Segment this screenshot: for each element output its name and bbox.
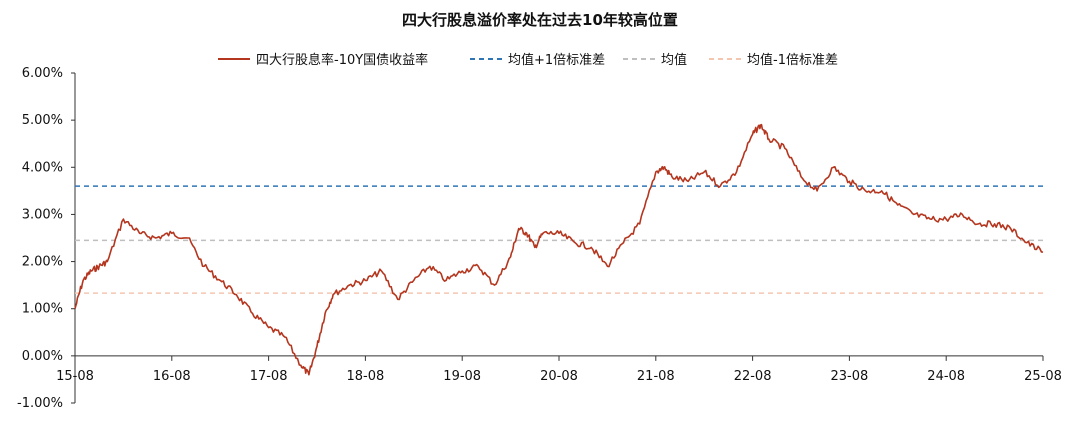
x-tick-label: 17-08	[250, 369, 288, 384]
legend-item: 均值	[623, 52, 687, 68]
y-tick-label: 6.00%	[22, 66, 63, 81]
legend-label: 均值-1倍标准差	[747, 52, 838, 68]
y-tick-label: 1.00%	[22, 302, 63, 317]
x-tick-label: 22-08	[734, 369, 772, 384]
x-tick-label: 21-08	[637, 369, 675, 384]
legend-label: 均值	[661, 52, 687, 68]
legend-item: 四大行股息率-10Y国债收益率	[218, 52, 428, 68]
legend-label: 四大行股息率-10Y国债收益率	[256, 52, 428, 68]
x-tick-label: 20-08	[540, 369, 578, 384]
x-tick-label: 15-08	[56, 369, 94, 384]
y-axis: 6.00% 5.00% 4.00% 3.00% 2.00% 1.00% 0.00% -1.00…	[17, 66, 76, 411]
x-tick-label: 24-08	[927, 369, 965, 384]
x-tick-label: 25-08	[1024, 369, 1062, 384]
y-tick-label: 0.00%	[22, 349, 63, 364]
x-axis: 15-08 16-08 17-08 18-08 19-08 20-08 21-08 22-08…	[56, 355, 1062, 384]
x-tick-label: 18-08	[347, 369, 385, 384]
y-tick-label: -1.00%	[17, 396, 63, 411]
chart-title: 四大行股息溢价率处在过去10年较高位置	[402, 11, 678, 29]
reference-lines	[75, 185, 1043, 294]
x-tick-label: 19-08	[443, 369, 481, 384]
y-tick-label: 5.00%	[22, 113, 63, 128]
legend-item: 均值-1倍标准差	[709, 52, 838, 68]
series-line	[74, 123, 1044, 376]
series-main	[74, 123, 1044, 376]
x-tick-label: 23-08	[831, 369, 869, 384]
y-tick-label: 4.00%	[22, 160, 63, 175]
x-tick-label: 16-08	[153, 369, 191, 384]
legend: 四大行股息率-10Y国债收益率 均值+1倍标准差 均值 均值-1倍标准差	[218, 52, 838, 68]
legend-label: 均值+1倍标准差	[508, 52, 605, 68]
legend-item: 均值+1倍标准差	[470, 52, 605, 68]
y-tick-label: 2.00%	[22, 255, 63, 270]
y-tick-label: 3.00%	[22, 207, 63, 222]
